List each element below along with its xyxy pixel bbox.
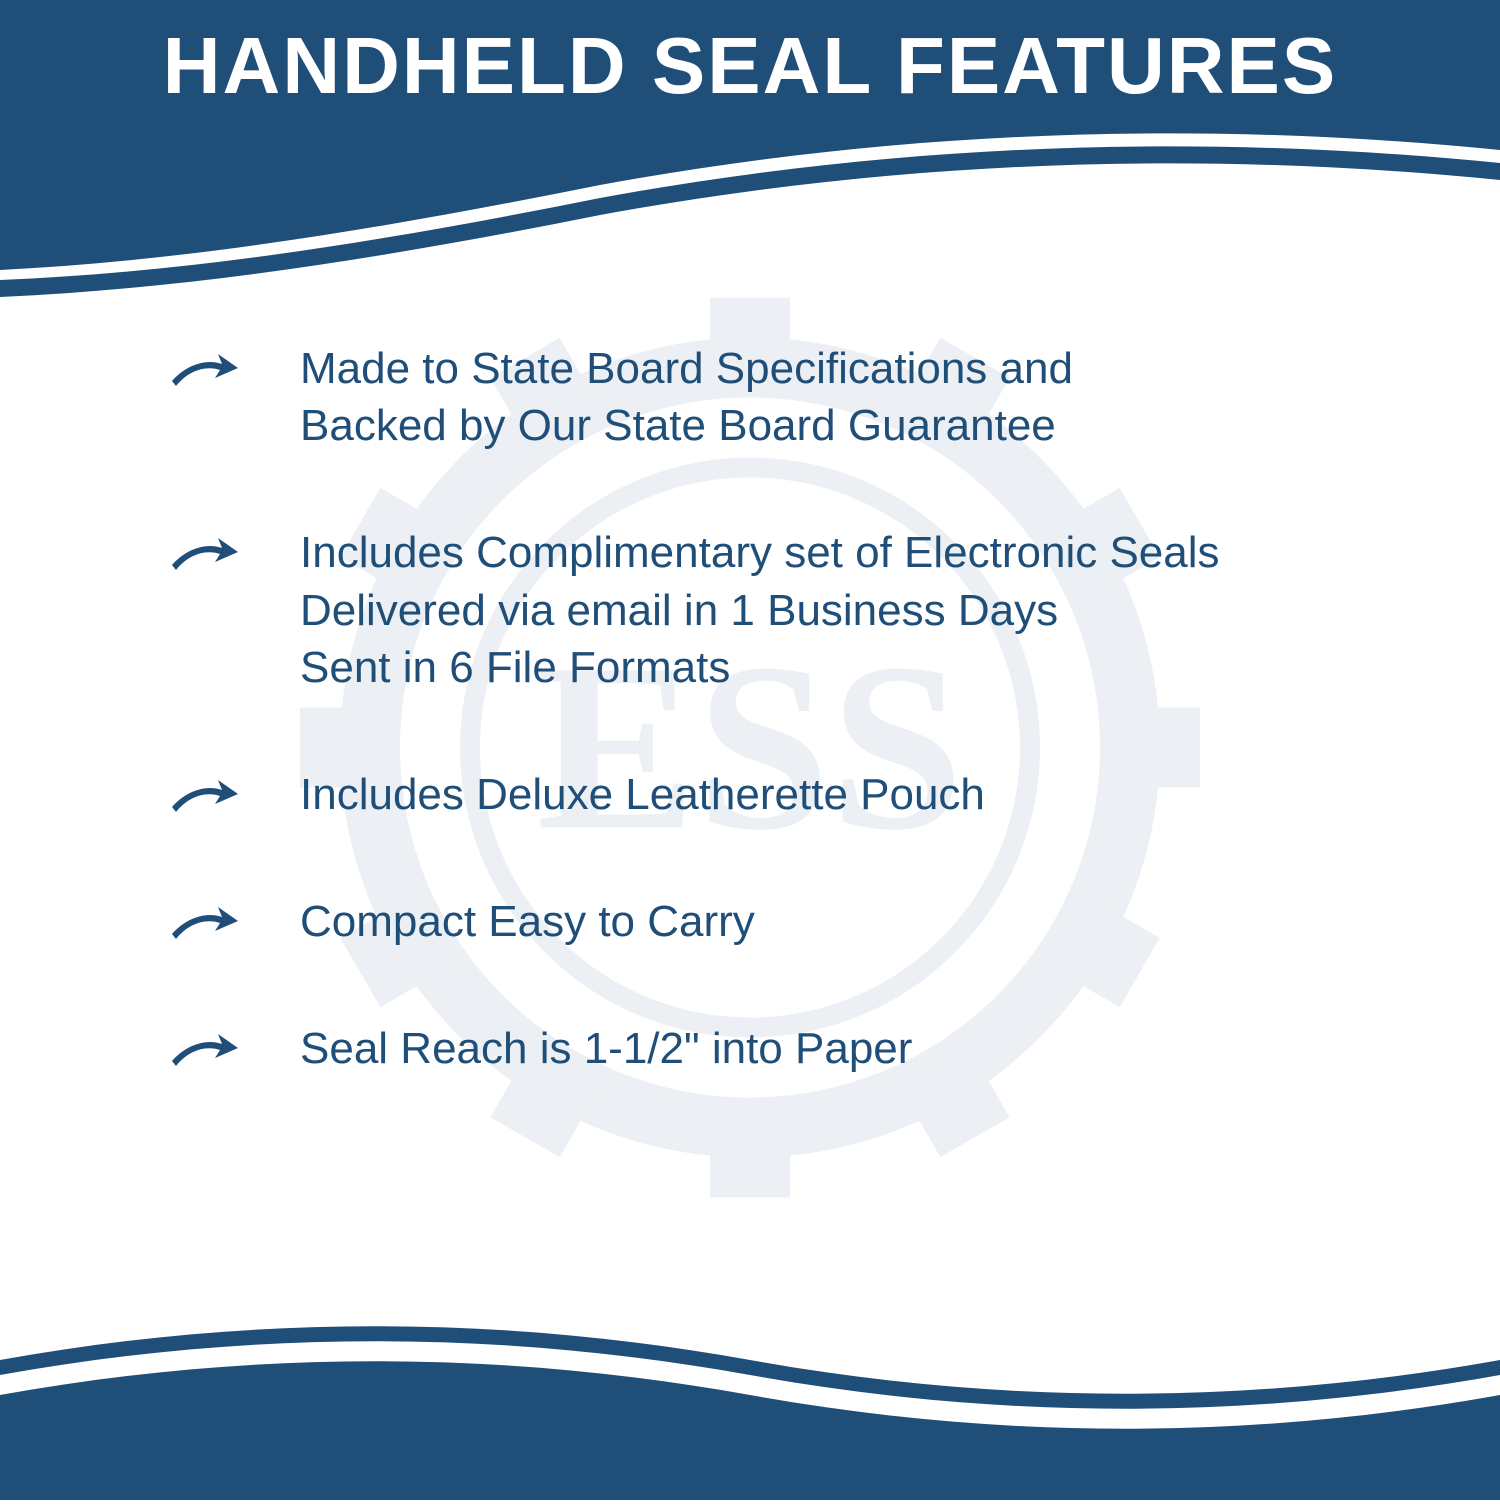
arrow-icon <box>170 899 240 949</box>
arrow-icon <box>170 530 240 580</box>
footer-wave-svg <box>0 1300 1500 1500</box>
arrow-icon <box>170 346 240 396</box>
feature-item: Compact Easy to Carry <box>170 893 1380 950</box>
feature-item: Includes Complimentary set of Electronic… <box>170 524 1380 696</box>
feature-text: Seal Reach is 1-1/2" into Paper <box>300 1020 912 1077</box>
feature-text: Compact Easy to Carry <box>300 893 755 950</box>
feature-text: Includes Deluxe Leatherette Pouch <box>300 766 985 823</box>
feature-item: Seal Reach is 1-1/2" into Paper <box>170 1020 1380 1077</box>
feature-text: Includes Complimentary set of Electronic… <box>300 524 1220 696</box>
feature-item: Made to State Board Specifications and B… <box>170 340 1380 454</box>
page-title: HANDHELD SEAL FEATURES <box>0 20 1500 112</box>
feature-text: Made to State Board Specifications and B… <box>300 340 1073 454</box>
feature-list: Made to State Board Specifications and B… <box>170 340 1380 1148</box>
feature-item: Includes Deluxe Leatherette Pouch <box>170 766 1380 823</box>
header-band: HANDHELD SEAL FEATURES <box>0 0 1500 280</box>
arrow-icon <box>170 1026 240 1076</box>
arrow-icon <box>170 772 240 822</box>
footer-band <box>0 1300 1500 1500</box>
